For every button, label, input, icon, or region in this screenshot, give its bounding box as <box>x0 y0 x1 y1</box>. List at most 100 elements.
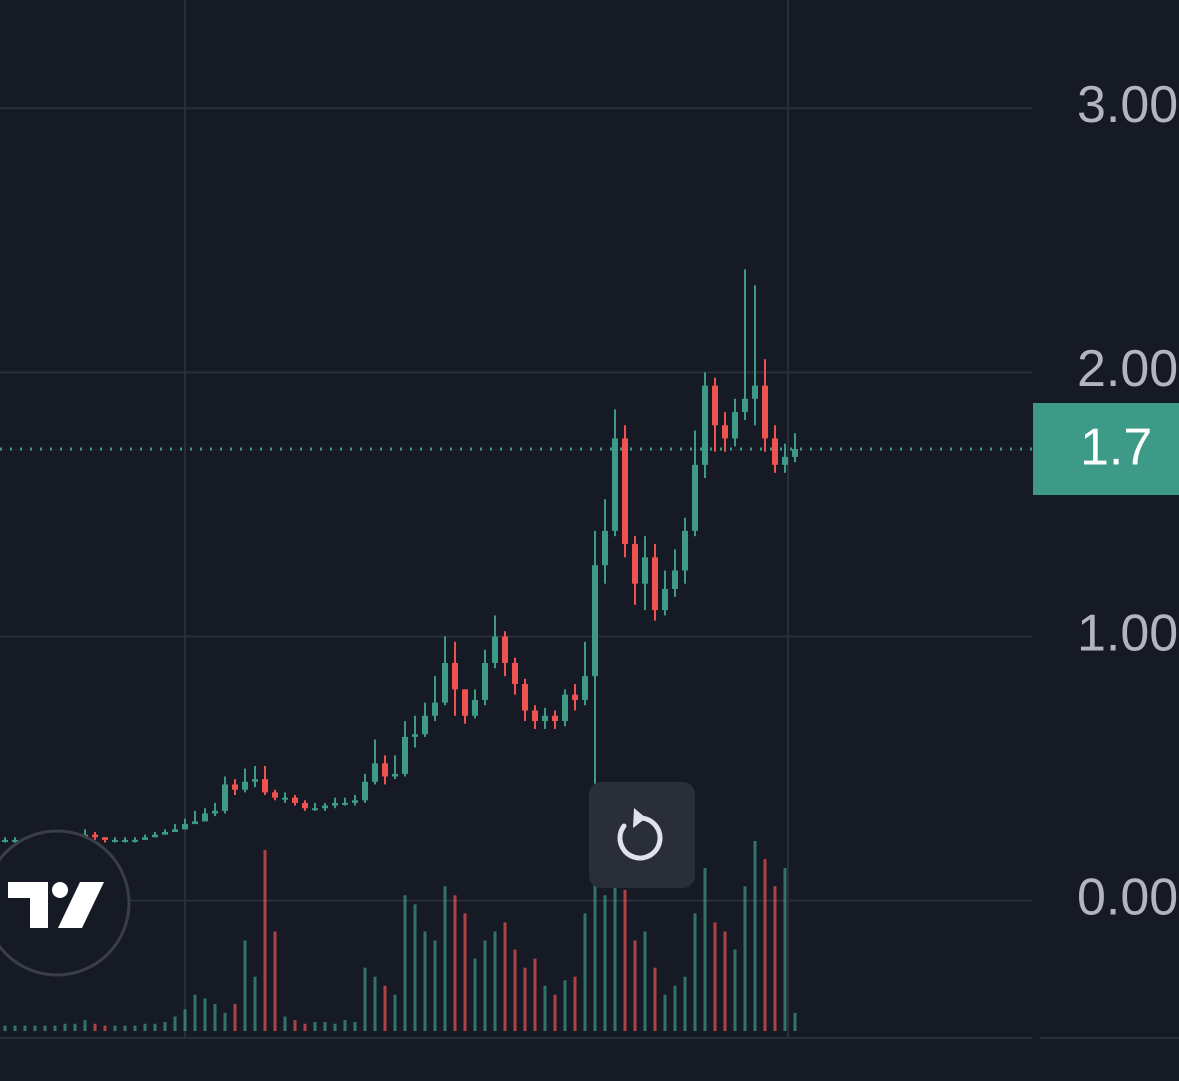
reset-button[interactable] <box>589 782 695 888</box>
candle-body <box>552 715 558 722</box>
candle-body <box>212 810 218 814</box>
candle-body <box>602 530 608 566</box>
volume-bar <box>683 976 687 1031</box>
candle-body <box>562 694 568 722</box>
reset-button-bg[interactable] <box>589 782 695 888</box>
y-tick-label: 2.00 <box>1077 340 1178 398</box>
volume-bar <box>563 980 567 1031</box>
candle-body <box>532 710 538 722</box>
volume-bar <box>83 1020 87 1031</box>
volume-bar <box>53 1025 57 1031</box>
candle-body <box>682 530 688 571</box>
volume-bar <box>733 949 737 1031</box>
volume-bar <box>443 886 447 1031</box>
candle-body <box>612 438 618 531</box>
volume-bar <box>403 895 407 1031</box>
volume-bar <box>183 1009 187 1031</box>
candle-body <box>342 802 348 805</box>
tradingview-logo <box>0 829 131 977</box>
candle-body <box>232 784 238 790</box>
volume-bar <box>763 859 767 1031</box>
candle-body <box>642 557 648 584</box>
logo-dot <box>52 882 68 898</box>
volume-bar <box>383 985 387 1031</box>
volume-bar <box>213 1003 217 1031</box>
volume-bar <box>643 931 647 1031</box>
candle-body <box>122 839 128 842</box>
candle-body <box>172 829 178 832</box>
volume-bar <box>103 1025 107 1031</box>
volume-bar <box>13 1025 17 1031</box>
candle-body <box>392 773 398 777</box>
logo-t <box>8 882 48 928</box>
volume-bar <box>703 868 707 1031</box>
volume-bar <box>533 958 537 1031</box>
candle-body <box>792 449 798 457</box>
volume-bar <box>603 895 607 1031</box>
volume-bar <box>653 967 657 1031</box>
volume-bar <box>73 1023 77 1031</box>
candle-body <box>452 662 458 690</box>
candle-body <box>592 565 598 677</box>
logo-v <box>58 882 104 928</box>
volume-bar <box>723 931 727 1031</box>
candle-body <box>332 802 338 806</box>
candle-body <box>762 385 768 439</box>
volume-bar <box>783 868 787 1031</box>
reset-icon <box>617 815 663 861</box>
candle-body <box>512 662 518 685</box>
candle-body <box>662 588 668 611</box>
candle-body <box>222 784 228 811</box>
grid <box>0 107 1032 902</box>
volume-bar <box>273 931 277 1031</box>
volume-bar <box>23 1025 27 1031</box>
candle-body <box>652 557 658 611</box>
candle-body <box>182 824 188 830</box>
candle-body <box>312 808 318 811</box>
candle-body <box>672 570 678 589</box>
y-tick-label: 0.00 <box>1077 868 1178 926</box>
candle-body <box>432 702 438 716</box>
volume-bar <box>153 1023 157 1031</box>
volume-bar <box>313 1021 317 1031</box>
candle-body <box>622 438 628 545</box>
volume-bar <box>503 922 507 1031</box>
candle-body <box>372 763 378 782</box>
volume-bar <box>263 850 267 1031</box>
candle-body <box>272 792 278 798</box>
candle-body <box>292 797 298 803</box>
volume-bar <box>593 850 597 1031</box>
volume-bar <box>353 1021 357 1031</box>
volume-bar <box>163 1021 167 1031</box>
volume-bar <box>523 967 527 1031</box>
volume-bar <box>113 1025 117 1031</box>
y-tick-label: 1.00 <box>1077 604 1178 662</box>
volume-bar <box>283 1016 287 1031</box>
volume-bar <box>123 1025 127 1031</box>
candle-body <box>362 781 368 801</box>
volume-bar <box>373 976 377 1031</box>
candle-body <box>92 834 98 838</box>
volume-bar <box>633 940 637 1031</box>
volume-bar <box>663 994 667 1031</box>
candle-body <box>322 805 328 809</box>
candle-body <box>302 802 308 809</box>
volume-bar <box>303 1023 307 1031</box>
candle-body <box>522 684 528 711</box>
reset-icon-arrow <box>633 808 646 828</box>
volume-bar <box>623 889 627 1031</box>
volume-bar <box>413 904 417 1031</box>
volume-bar <box>133 1025 137 1031</box>
candle-body <box>12 839 18 842</box>
candle-body <box>352 800 358 803</box>
volume-bar <box>673 985 677 1031</box>
volume-bar <box>543 985 547 1031</box>
candle-body <box>692 464 698 531</box>
volume-bar <box>713 922 717 1031</box>
candle-body <box>582 676 588 700</box>
volume-bar <box>693 913 697 1031</box>
candle-body <box>252 779 258 782</box>
